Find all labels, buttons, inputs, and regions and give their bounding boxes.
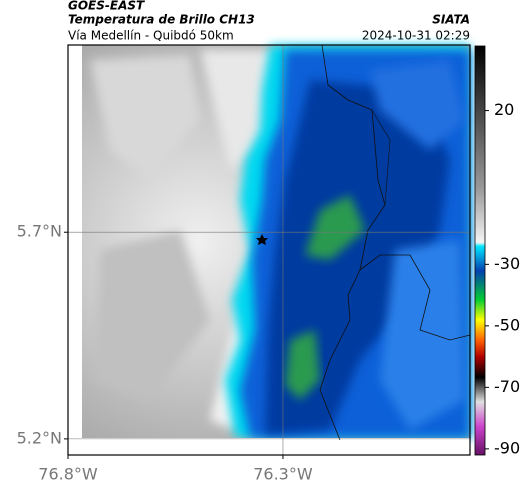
lat-tick-label: 5.2°N (17, 428, 62, 447)
lon-tick-label: 76.8°W (38, 465, 98, 484)
colorbar-tick-label: 20 (494, 100, 514, 119)
colorbar-tick-label: -50 (494, 315, 520, 334)
colorbar (474, 45, 486, 456)
colorbar-tick-label: -30 (494, 254, 520, 273)
map-frame (67, 44, 471, 456)
title: GOES-EAST (68, 0, 145, 13)
region: Vía Medellín - Quibdó 50km (68, 29, 234, 43)
source: SIATA (432, 13, 470, 27)
lat-tick-label: 5.7°N (17, 222, 62, 241)
lon-tick-label: 76.3°W (253, 465, 313, 484)
colorbar-tick-label: -90 (494, 438, 520, 457)
subtitle: Temperatura de Brillo CH13 (68, 13, 255, 27)
timestamp: 2024-10-31 02:29 (362, 29, 470, 43)
colorbar-tick-label: -70 (494, 377, 520, 396)
imagery (68, 44, 471, 455)
